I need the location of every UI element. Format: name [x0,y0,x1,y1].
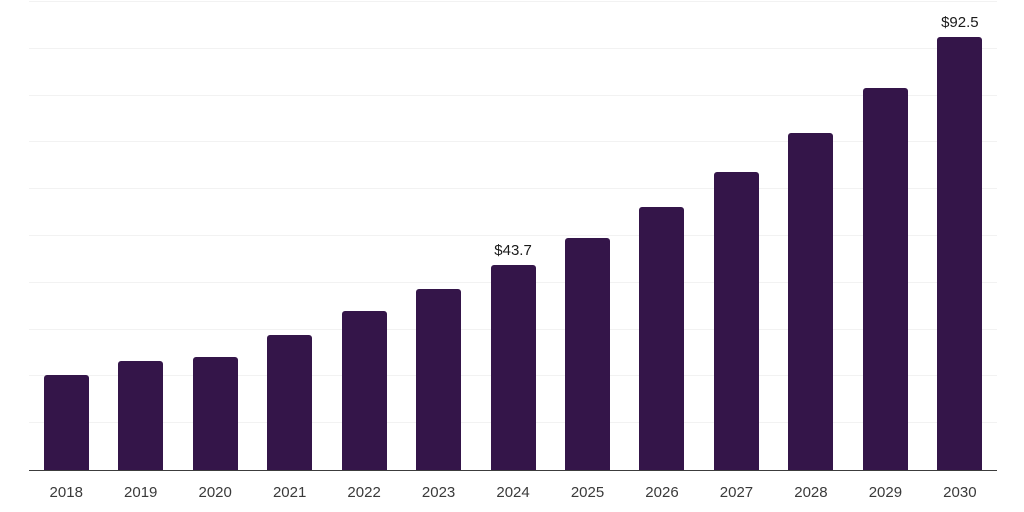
x-axis-label-2026: 2026 [645,484,679,501]
bar-2023 [416,288,462,470]
x-axis-label-2020: 2020 [198,484,232,501]
x-axis-label-2023: 2023 [421,484,456,501]
x-axis-labels: 2018 2019 2020 2021 2022 2023 2024 2025 2026 2027… [29,471,997,501]
bar-2024: $43.7 [490,242,536,470]
bar-2021 [267,335,313,470]
x-axis-label-2022: 2022 [347,484,381,501]
x-axis-label-2025: 2025 [570,484,605,501]
bar-2029 [862,88,908,470]
bar-2028 [788,133,834,470]
bar-slot [103,2,177,470]
bar-2027 [713,172,759,470]
x-axis-label-2028: 2028 [794,484,828,501]
bar-2025 [565,238,611,470]
bar-value-label-2030: $92.5 [941,14,979,32]
bar-2030: $92.5 [937,14,983,470]
bar-slot [699,2,773,470]
bar-slot [550,2,624,470]
bar-slot [848,2,922,470]
plot-area: $43.7 $92.5 [29,1,997,470]
bar-value-label-2024: $43.7 [494,242,532,260]
bar-2018 [43,374,89,470]
bar-2019 [118,361,164,470]
bar-slot [774,2,848,470]
x-axis-label-2027: 2027 [719,484,754,501]
x-axis-label-2019: 2019 [124,484,158,501]
x-axis-label-2018: 2018 [49,484,83,501]
x-axis-line [29,470,997,471]
bar-slot [401,2,475,470]
bar-2026 [639,207,685,470]
bar-2020 [192,357,238,470]
x-axis-label-2029: 2029 [868,484,903,501]
x-axis-label-2030: 2030 [943,484,977,501]
bar-slot [625,2,699,470]
bar-slot [327,2,401,470]
bar-slot: $92.5 [923,2,997,470]
bar-slot [178,2,252,470]
bar-slot: $43.7 [476,2,550,470]
x-axis-label-2024: 2024 [496,484,530,501]
x-axis-label-2021: 2021 [272,484,307,501]
bar-2022 [341,311,387,470]
bar-slot [252,2,326,470]
bar-slot [29,2,103,470]
